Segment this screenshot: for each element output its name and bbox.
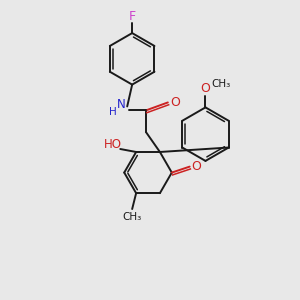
- Text: F: F: [129, 10, 136, 23]
- Text: O: O: [192, 160, 202, 173]
- Text: O: O: [170, 96, 180, 109]
- Text: HO: HO: [104, 138, 122, 151]
- Text: H: H: [110, 107, 117, 117]
- Text: CH₃: CH₃: [122, 212, 142, 222]
- Text: N: N: [117, 98, 126, 111]
- Text: O: O: [200, 82, 210, 95]
- Text: CH₃: CH₃: [212, 79, 231, 88]
